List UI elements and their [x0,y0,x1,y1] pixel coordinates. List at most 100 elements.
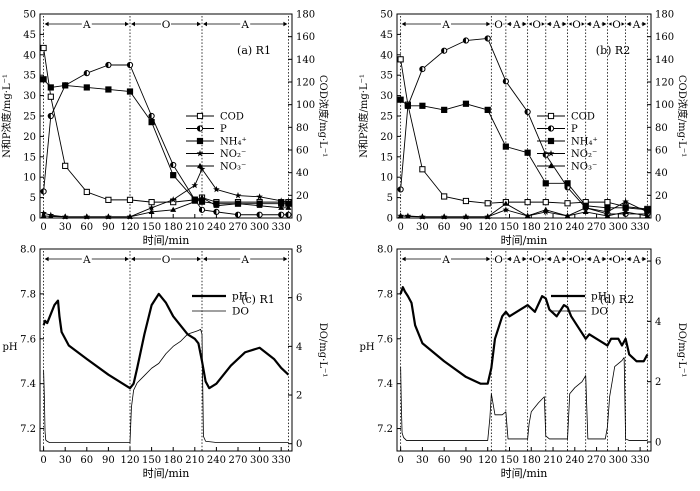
legend-label: COD [220,112,244,123]
data-point [234,211,242,218]
phase-label-backdrop [571,254,582,264]
y-right-tick-label: 180 [655,10,674,21]
x-tick-label: 150 [500,222,519,233]
y-left-tick-label: 10 [23,173,36,184]
phase-label: O [162,19,171,31]
data-point [524,212,531,219]
x-tick-label: 180 [164,222,183,233]
phase-label: O [162,254,171,266]
phase-label-backdrop [531,254,542,264]
data-point [83,213,90,219]
phase-label: A [240,19,249,31]
data-point [256,211,263,218]
data-point [213,202,220,208]
data-point [462,197,470,205]
data-point [484,106,491,113]
y-left-tick-label: 30 [23,91,36,102]
y-left-tick-label: 15 [23,152,36,163]
y-left-tick-label: 7.4 [377,379,393,390]
legend-label: DO [591,306,608,318]
legend-label: DO [232,306,249,318]
phase-label: O [532,254,541,266]
x-tick-label: 330 [631,222,650,233]
y-left-tick-label: 35 [380,71,393,82]
data-point [198,198,206,205]
legend: pH DO [192,291,249,318]
data-point [191,181,199,189]
data-point [644,212,651,219]
phase-label: A [441,19,450,31]
x-tick-label: 0 [397,455,403,466]
x-tick-label: 60 [438,222,451,233]
phase-label: A [512,254,521,266]
y-left-tick-label: 0 [30,214,36,225]
data-point [582,204,590,211]
legend-label: NH₄⁺ [571,137,598,148]
y-right-tick-label: 0 [655,214,661,225]
phase-arrowhead-right [620,21,625,27]
data-point [502,200,509,206]
x-tick-label: 240 [565,222,584,233]
data-point [397,212,404,219]
x-tick-label: 270 [587,455,606,466]
y-right-tick-label: 20 [655,191,668,202]
data-point [170,161,177,169]
x-tick-label: 210 [543,455,562,466]
data-point [40,188,47,195]
y-left-tick-label: 8.0 [20,245,36,256]
data-point [644,208,651,215]
y-right-tick-label: 140 [296,55,315,66]
series-line [43,78,289,205]
phase-label-backdrop [511,254,522,264]
y-right-tick-label: 60 [296,146,309,157]
data-point [83,70,90,77]
x-tick-label: 180 [522,455,541,466]
phase-label-backdrop [161,19,171,29]
series-DO [43,328,289,443]
y-right-tick-label: 8 [296,245,302,256]
series-NO₂⁻ [40,165,292,220]
legend-marker [196,137,204,145]
y-right-tick-label: 60 [655,146,668,157]
y-left-tick-label: 35 [23,71,36,82]
phase-label-backdrop [531,19,542,29]
data-point [277,197,285,204]
phase-arrowhead-right [580,256,585,262]
phase-label-backdrop [240,254,251,264]
data-point [419,102,426,109]
y-right-tick-label: 40 [655,168,668,179]
phase-label-backdrop [631,254,642,264]
phase-arrowhead-left [528,21,533,27]
data-point [441,106,448,113]
plot-frame [39,248,293,452]
data-point [462,37,470,44]
panel-label: (c) R1 [241,293,275,306]
series-P [40,61,292,218]
phase-label-backdrop [81,254,92,264]
legend-marker [547,125,555,132]
y-right-tick-label: 4 [655,317,661,328]
series-line [399,286,649,385]
data-point [622,208,629,214]
data-point [441,193,448,200]
legend-label: NH₄⁺ [220,137,247,148]
phase-label-backdrop [493,254,504,264]
phase-label-backdrop [440,19,451,29]
y-right-tick-label: 2 [296,391,302,402]
phase-arrowhead-left [608,21,613,27]
y-left-tick-label: 45 [23,30,36,41]
phase-label: A [441,254,450,266]
phase-label-backdrop [81,19,92,29]
legend-label: pH [591,291,607,303]
y-right-tick-label: 6 [655,257,661,268]
data-point [47,84,54,91]
data-point [462,213,469,219]
x-tick-label: 120 [478,455,497,466]
data-point [285,198,292,206]
data-point [404,102,411,109]
phase-arrowhead-right [522,256,527,262]
phase-arrowhead-right [486,21,491,27]
data-point [198,165,206,172]
data-point [62,162,69,169]
